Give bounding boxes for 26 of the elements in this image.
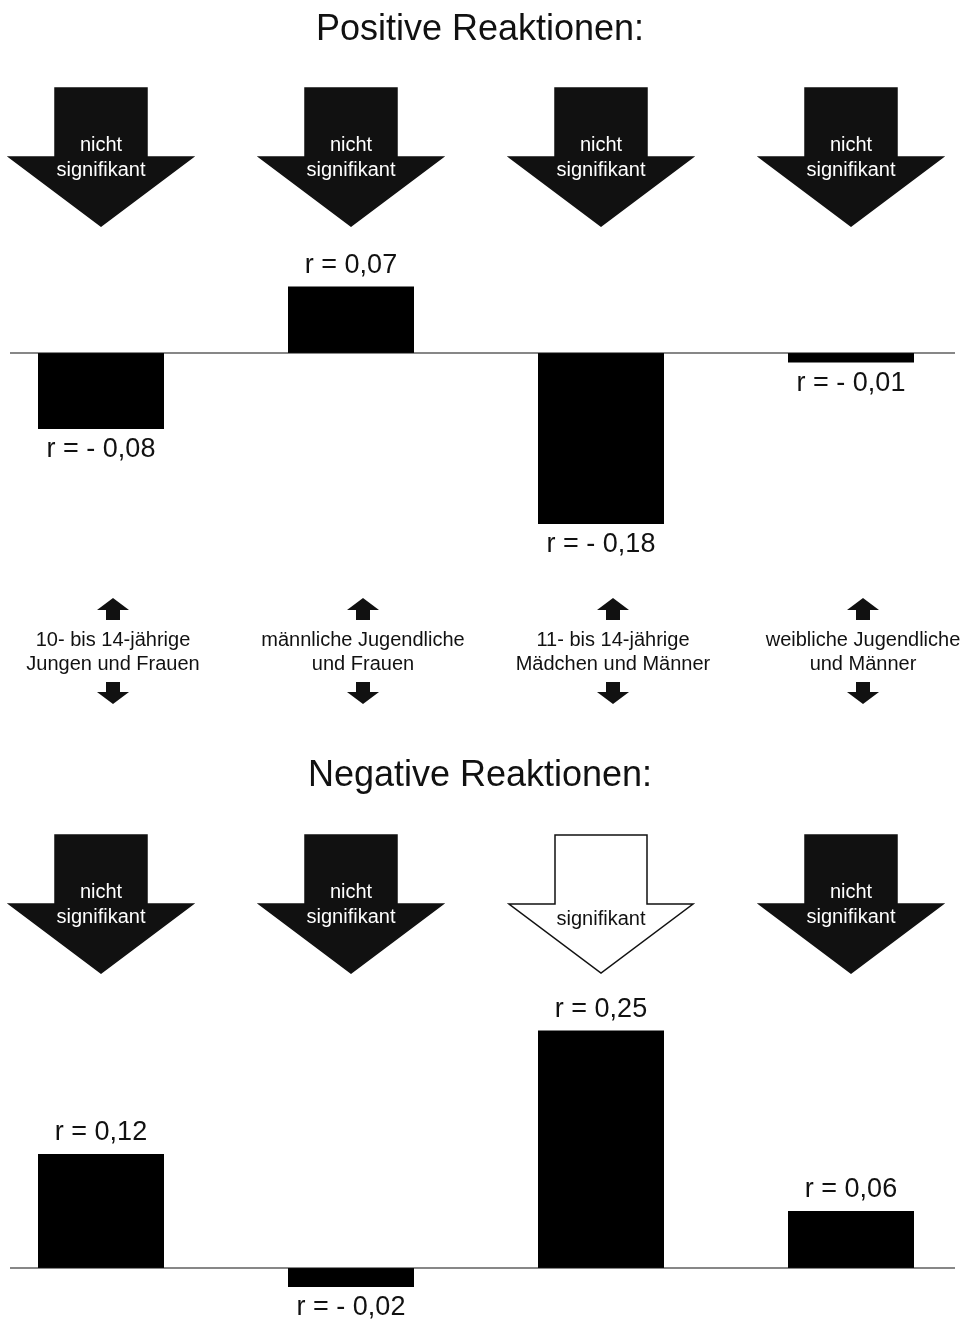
text: signifikant: [556, 907, 646, 929]
data-label: r = 0,25: [554, 992, 648, 1023]
data-label: r = - 0,02: [296, 1291, 406, 1321]
data-label: r = - 0,01: [796, 366, 906, 397]
chart-title: Positive Reaktionen:: [315, 7, 645, 48]
chart-title: Negative Reaktionen:: [307, 753, 653, 794]
data-label: r = 0,12: [54, 1116, 148, 1146]
text: nicht signifikant: [56, 880, 146, 927]
data-label: r = - 0,08: [46, 433, 156, 463]
text: nicht signifikant: [56, 133, 146, 180]
text: nicht signifikant: [806, 880, 896, 927]
data-label: r = - 0,18: [546, 528, 656, 558]
text: nicht signifikant: [306, 133, 396, 180]
data-label: r = 0,07: [304, 248, 398, 279]
bar: [788, 1211, 914, 1268]
x-tick-label: 11- bis 14-jährige Mädchen und Männer: [515, 628, 711, 674]
text: nicht signifikant: [806, 133, 896, 180]
data-label: r = 0,06: [804, 1173, 898, 1203]
x-tick-label: weibliche Jugendliche und Männer: [764, 628, 960, 674]
text: nicht signifikant: [306, 880, 396, 927]
bar: [38, 1154, 164, 1268]
bar: [288, 1268, 414, 1287]
bar: [538, 1030, 664, 1268]
text: nicht signifikant: [556, 133, 646, 180]
x-tick-label: 10- bis 14-jährige Jungen und Frauen: [26, 628, 200, 674]
x-tick-label: männliche Jugendliche und Frauen: [261, 628, 465, 674]
